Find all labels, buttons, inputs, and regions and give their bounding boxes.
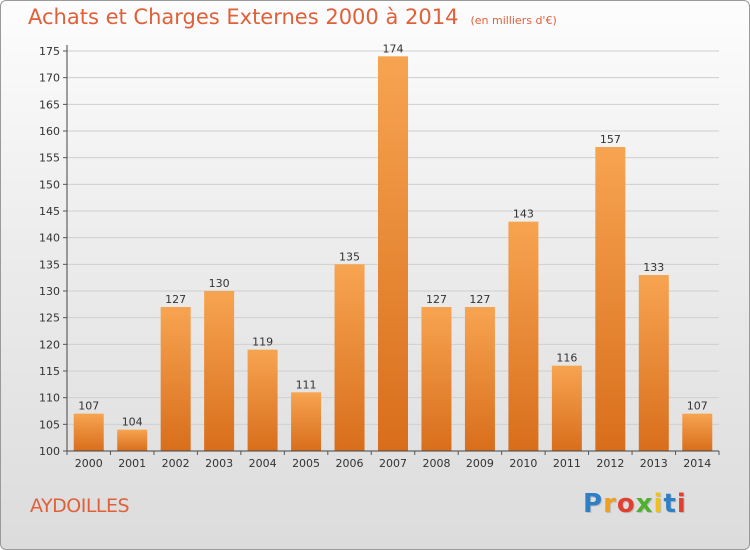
data-label: 107 (687, 400, 708, 413)
x-tick-label: 2011 (553, 457, 581, 470)
x-tick-label: 2001 (118, 457, 146, 470)
logo-letter: i (676, 489, 687, 519)
y-tick-label: 105 (39, 418, 60, 431)
bar (421, 307, 452, 451)
bar (204, 291, 235, 451)
bar (334, 264, 365, 451)
y-tick-label: 145 (39, 205, 60, 218)
data-label: 127 (426, 293, 447, 306)
y-tick-label: 160 (39, 125, 60, 138)
x-tick-label: 2014 (683, 457, 711, 470)
x-tick-label: 2006 (336, 457, 364, 470)
chart-title: Achats et Charges Externes 2000 à 2014 (28, 5, 459, 29)
data-label: 130 (209, 277, 230, 290)
x-tick-label: 2003 (205, 457, 233, 470)
bar (551, 365, 582, 451)
y-tick-label: 100 (39, 445, 60, 458)
data-label: 133 (643, 261, 664, 274)
y-tick-label: 150 (39, 178, 60, 191)
x-tick-label: 2004 (249, 457, 277, 470)
data-label: 127 (469, 293, 490, 306)
y-tick-label: 155 (39, 152, 60, 165)
logo-letter: x (635, 489, 654, 519)
y-tick-label: 165 (39, 98, 60, 111)
x-tick-labels: 2000 2001 2002 2003 2004 2005 2006 2007 2008 2009… (66, 451, 720, 470)
x-tick-label: 2008 (422, 457, 450, 470)
bar (378, 56, 408, 451)
x-tick-label: 2009 (466, 457, 494, 470)
y-tick-label: 170 (39, 72, 60, 85)
x-tick-label: 2013 (640, 457, 668, 470)
bar (682, 413, 713, 451)
data-label: 107 (78, 400, 99, 413)
data-label: 127 (165, 293, 186, 306)
y-tick-label: 115 (39, 365, 60, 378)
x-tick-label: 2005 (292, 457, 320, 470)
data-label: 119 (252, 336, 273, 349)
x-tick-label: 2002 (162, 457, 190, 470)
data-label: 135 (339, 250, 360, 263)
data-labels: 107 104 127 130 119 111 135 174 127 127 143 116 157 1… (78, 42, 708, 428)
y-tick-labels: 100 105 110 115 120 125 130 135 140 145 150 155 160 1… (39, 45, 67, 458)
commune-name: AYDOILLES (30, 495, 130, 517)
bar (595, 147, 626, 451)
bar (160, 307, 191, 451)
data-label: 111 (296, 378, 317, 391)
bar (117, 429, 148, 451)
data-label: 174 (383, 42, 404, 55)
bar (508, 221, 539, 451)
bar (73, 413, 104, 451)
bar (464, 307, 495, 451)
logo-letter: o (616, 489, 636, 519)
data-label: 116 (556, 352, 577, 365)
x-tick-label: 2012 (596, 457, 624, 470)
data-label: 157 (600, 133, 621, 146)
y-tick-label: 125 (39, 312, 60, 325)
y-tick-label: 175 (39, 45, 60, 58)
logo-letter: i (653, 489, 664, 519)
y-tick-label: 140 (39, 232, 60, 245)
title-row: Achats et Charges Externes 2000 à 2014 (e… (28, 5, 557, 29)
bar (638, 275, 669, 451)
x-tick-label: 2007 (379, 457, 407, 470)
logo-letter: r (603, 489, 617, 519)
data-label: 104 (122, 416, 143, 429)
y-tick-label: 110 (39, 392, 60, 405)
y-tick-label: 130 (39, 285, 60, 298)
chart-subtitle: (en milliers d'€) (470, 14, 557, 27)
bar (291, 392, 322, 451)
y-tick-label: 135 (39, 258, 60, 271)
logo-letter: t (663, 489, 677, 519)
axes (66, 45, 719, 452)
bars (73, 56, 713, 451)
x-tick-label: 2000 (75, 457, 103, 470)
logo-letter: P (583, 489, 604, 519)
data-label: 143 (513, 208, 534, 221)
y-tick-label: 120 (39, 338, 60, 351)
x-tick-label: 2010 (509, 457, 537, 470)
proxiti-logo[interactable]: Proxiti (583, 489, 687, 519)
bar (247, 349, 278, 451)
